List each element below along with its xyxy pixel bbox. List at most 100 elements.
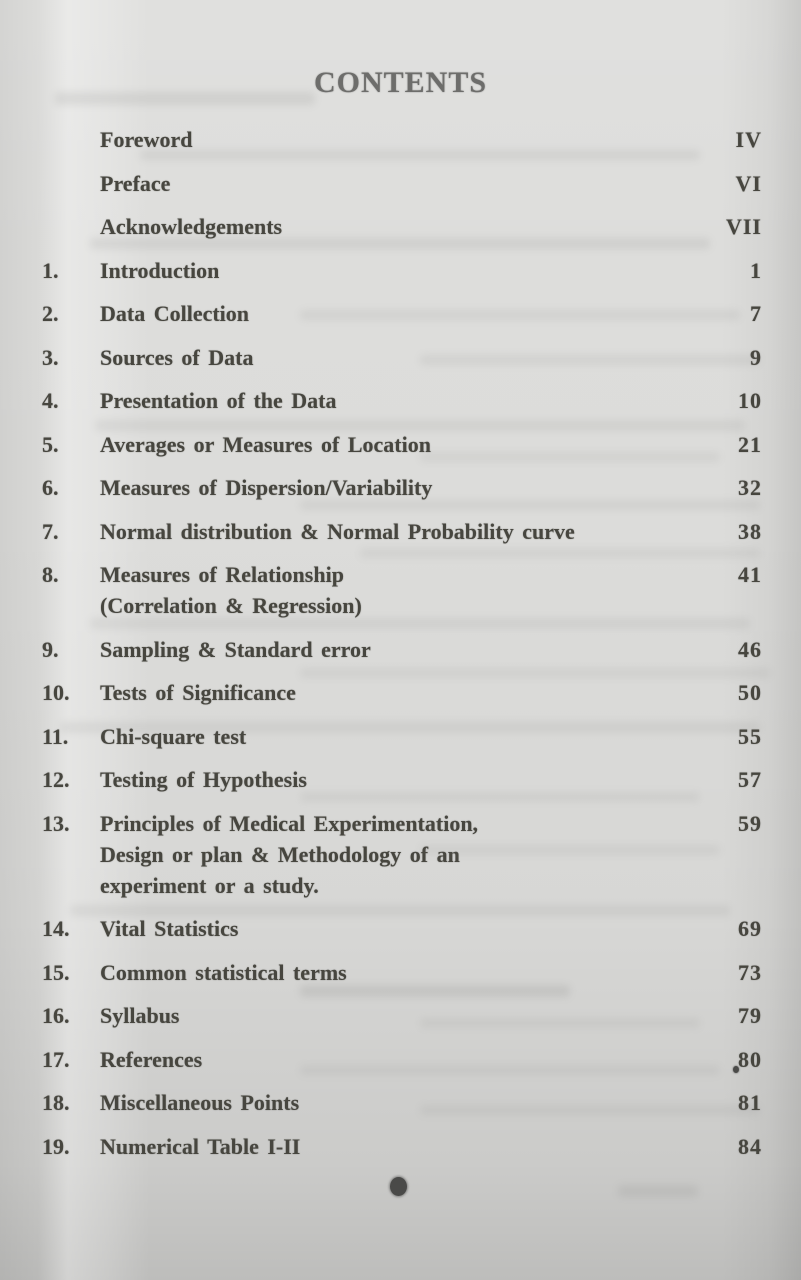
toc-row: 13. Principles of Medical Experimentatio… (42, 808, 762, 901)
toc-entry-page: 38 (738, 518, 762, 544)
toc-row: 4. Presentation of the Data 10 (42, 385, 762, 416)
toc-entry-title-line: Measures of Dispersion/Variability (100, 475, 433, 500)
toc-entry-title: Testing of Hypothesis (100, 764, 702, 795)
toc-entry-number: 16. (42, 1003, 70, 1028)
toc-entry-title-line: Sampling & Standard error (100, 636, 371, 662)
toc-row: 16. Syllabus 79 (42, 1000, 762, 1031)
toc-row: 17. References 80 (42, 1044, 762, 1075)
toc-entry-number: 1. (42, 257, 59, 283)
toc-entry-title: Vital Statistics (100, 913, 702, 944)
toc-entry-number: 12. (42, 767, 70, 792)
toc-entry-title: Normal distribution & Normal Probability… (100, 516, 702, 547)
toc-entry-title: Tests of Significance (100, 677, 702, 708)
toc-row: 8. Measures of Relationship (Correlation … (42, 559, 762, 621)
toc-entry-page: 80 (738, 1046, 762, 1072)
toc-row: 11. Chi-square test 55 (42, 721, 762, 752)
toc-entry-title: Presentation of the Data (100, 385, 702, 416)
toc-entry-title: Measures of Relationship (Correlation & R… (100, 559, 702, 621)
toc-entry-title: Averages or Measures of Location (100, 429, 702, 460)
toc-entry-title-line: Syllabus (100, 1003, 180, 1028)
toc-entry-number: 13. (42, 810, 70, 836)
toc-row: Preface VI (42, 168, 762, 199)
toc-entry-title-line: Tests of Significance (100, 680, 296, 705)
stray-ink-dot-icon (733, 1066, 739, 1073)
toc-entry-number: 9. (42, 636, 59, 662)
toc-entry-title-line: (Correlation & Regression) (100, 593, 362, 618)
toc-entry-title-line: Miscellaneous Points (100, 1090, 300, 1115)
toc-entry-title-line: Averages or Measures of Location (100, 431, 431, 457)
toc-entry-page: 57 (738, 767, 762, 792)
toc-row: 6. Measures of Dispersion/Variability 32 (42, 472, 762, 503)
toc-entry-page: 84 (738, 1133, 762, 1159)
table-of-contents: Foreword IV Preface VI Acknowledgements … (42, 124, 762, 1162)
toc-row: Acknowledgements VII (42, 211, 762, 242)
toc-row: 10. Tests of Significance 50 (42, 677, 762, 708)
toc-entry-title: Foreword (100, 124, 702, 155)
toc-entry-number: 19. (42, 1133, 70, 1159)
toc-entry-number: 7. (42, 518, 59, 544)
toc-entry-title-line: Foreword (100, 127, 193, 152)
toc-row: 15. Common statistical terms 73 (42, 957, 762, 988)
toc-entry-title: Sources of Data (100, 342, 702, 373)
toc-entry-title-line: Principles of Medical Experimentation, (100, 810, 479, 836)
toc-entry-title-line: Normal distribution & Normal Probability… (100, 518, 575, 544)
toc-entry-number: 18. (42, 1090, 70, 1115)
toc-entry-page: 1 (750, 257, 762, 283)
toc-entry-title: Introduction (100, 255, 702, 286)
toc-row: 3. Sources of Data 9 (42, 342, 762, 373)
toc-entry-title-line: Preface (100, 170, 171, 196)
toc-entry-number: 15. (42, 959, 70, 985)
toc-entry-title-line: References (100, 1046, 203, 1072)
toc-entry-title: Chi-square test (100, 721, 702, 752)
toc-entry-page: 59 (738, 810, 762, 836)
toc-entry-title-line: Sources of Data (100, 344, 254, 370)
toc-entry-title: Data Collection (100, 298, 702, 329)
toc-entry-title: Syllabus (100, 1000, 702, 1031)
toc-entry-page: 21 (738, 431, 762, 457)
toc-entry-title-line: Acknowledgements (100, 214, 283, 239)
toc-row: 14. Vital Statistics 69 (42, 913, 762, 944)
toc-entry-title: Preface (100, 168, 702, 199)
toc-entry-page: 41 (738, 562, 762, 587)
page-title: CONTENTS (313, 66, 488, 99)
toc-entry-number: 4. (42, 388, 59, 413)
toc-entry-number: 8. (42, 562, 59, 587)
toc-entry-title: References (100, 1044, 702, 1075)
toc-entry-title-line: Numerical Table I-II (100, 1133, 301, 1159)
toc-entry-number: 5. (42, 431, 59, 457)
toc-entry-page: VI (735, 170, 762, 196)
toc-row: 7. Normal distribution & Normal Probabil… (42, 516, 762, 547)
toc-entry-title-line: Measures of Relationship (100, 562, 344, 587)
toc-entry-title-line: Data Collection (100, 301, 250, 326)
toc-entry-number: 2. (42, 301, 59, 326)
toc-entry-page: 46 (738, 636, 762, 662)
toc-row: 1. Introduction 1 (42, 255, 762, 286)
toc-entry-page: 73 (738, 959, 762, 985)
toc-entry-title: Principles of Medical Experimentation, De… (100, 808, 702, 901)
toc-entry-title-line: Chi-square test (100, 723, 247, 749)
toc-entry-title: Sampling & Standard error (100, 634, 702, 665)
toc-entry-page: 7 (750, 301, 762, 326)
toc-entry-number: 3. (42, 344, 59, 370)
toc-entry-title-line: Introduction (100, 257, 220, 283)
bleed-through-smudge (618, 1185, 698, 1197)
toc-row: Foreword IV (42, 124, 762, 155)
toc-entry-title: Acknowledgements (100, 211, 702, 242)
toc-entry-number: 14. (42, 916, 70, 941)
toc-entry-page: IV (735, 127, 762, 152)
toc-row: 2. Data Collection 7 (42, 298, 762, 329)
toc-entry-title-line: Design or plan & Methodology of an (100, 841, 460, 867)
toc-entry-page: 69 (738, 916, 762, 941)
toc-row: 19. Numerical Table I-II 84 (42, 1131, 762, 1162)
toc-entry-title-line: experiment or a study. (100, 872, 319, 898)
toc-row: 12. Testing of Hypothesis 57 (42, 764, 762, 795)
toc-entry-title-line: Common statistical terms (100, 959, 347, 985)
end-of-contents-dot-icon (390, 1177, 407, 1196)
toc-row: 5. Averages or Measures of Location 21 (42, 429, 762, 460)
toc-entry-number: 6. (42, 475, 59, 500)
toc-entry-title: Common statistical terms (100, 957, 702, 988)
toc-entry-page: 55 (738, 723, 762, 749)
toc-entry-number: 10. (42, 680, 70, 705)
toc-entry-page: VII (725, 214, 762, 239)
